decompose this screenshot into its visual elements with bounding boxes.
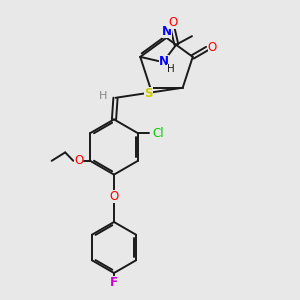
Text: H: H <box>99 91 107 101</box>
Text: O: O <box>208 40 217 54</box>
Text: O: O <box>74 154 83 167</box>
Text: Cl: Cl <box>152 127 164 140</box>
Text: N: N <box>159 55 169 68</box>
Text: H: H <box>167 64 175 74</box>
Text: O: O <box>168 16 177 29</box>
Text: S: S <box>145 87 153 100</box>
Text: F: F <box>110 276 118 289</box>
Text: O: O <box>110 190 118 203</box>
Text: N: N <box>162 25 172 38</box>
